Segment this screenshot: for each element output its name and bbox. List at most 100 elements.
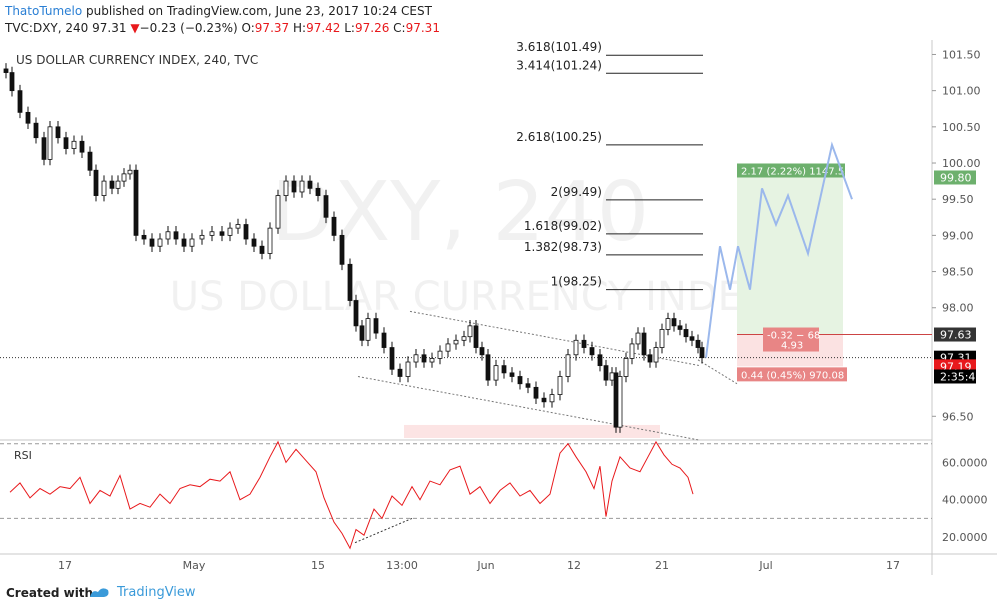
symbol-label: TVC:DXY, 240 — [5, 21, 89, 35]
last-price: 97.31 — [92, 21, 127, 35]
candle-body — [323, 195, 329, 218]
rsi-tick-label-0: 60.0000 — [942, 456, 988, 469]
candle-body — [429, 357, 435, 363]
high-value: 97.42 — [306, 21, 341, 35]
candle-body — [635, 332, 641, 345]
candle-body — [353, 300, 359, 327]
fib-label-3: 2(99.49) — [551, 185, 602, 199]
candle-body — [33, 122, 39, 139]
y-tick-label-5: 99.00 — [942, 229, 974, 242]
price-badge-0: 99.80 — [940, 171, 972, 184]
candle-body — [3, 68, 9, 73]
candle-body — [141, 234, 147, 240]
publish-line: ThatoTumelo published on TradingView.com… — [5, 4, 432, 18]
candle-body — [267, 227, 273, 254]
y-tick-label-8: 96.50 — [942, 410, 974, 423]
candle-body — [479, 347, 485, 356]
price-badge-bg — [934, 369, 976, 384]
candle-body — [617, 376, 623, 428]
fib-label-1: 3.414(101.24) — [516, 58, 602, 72]
support-zone — [404, 424, 660, 438]
candle-body — [397, 368, 403, 377]
candle-body — [437, 350, 443, 359]
watermark-name: US DOLLAR CURRENCY INDEX — [170, 274, 771, 320]
close-value: 97.31 — [405, 21, 440, 35]
chart-title: US DOLLAR CURRENCY INDEX, 240, TVC — [16, 53, 258, 67]
target-label-bg — [737, 163, 845, 178]
low-label: L: — [344, 21, 355, 35]
y-tick-label-4: 99.50 — [942, 193, 974, 206]
candle-body — [359, 325, 365, 341]
price-badge-1: 97.63 — [940, 329, 972, 342]
candle-body — [613, 372, 619, 428]
x-tick-label-1: May — [183, 559, 206, 572]
stop-label-bg — [763, 327, 819, 352]
candle-body — [421, 354, 427, 363]
stop-label-bottom: 4.93 — [781, 341, 803, 352]
fib-label-2: 2.618(100.25) — [516, 130, 602, 144]
price-badge-bg — [934, 327, 976, 342]
candle-body — [473, 325, 479, 348]
chart-footer: Created with TradingView — [0, 577, 997, 611]
candle-body — [47, 126, 53, 160]
candle-body — [25, 111, 31, 124]
publish-info: published on TradingView.com, June 23, 2… — [86, 4, 432, 18]
channel-lower — [357, 375, 701, 441]
candle-body — [509, 372, 515, 377]
candle-body — [445, 343, 451, 352]
candle-body — [405, 361, 411, 377]
candle-body — [647, 354, 653, 363]
author-link[interactable]: ThatoTumelo — [5, 4, 83, 18]
created-with-label: Created with — [6, 586, 94, 600]
candle-body — [597, 354, 603, 367]
candle-body — [671, 318, 677, 327]
low-value: 97.26 — [354, 21, 390, 35]
candle-body — [9, 72, 15, 92]
candle-body — [55, 126, 61, 139]
candle-body — [677, 325, 683, 330]
candle-body — [347, 263, 353, 301]
candle-body — [339, 234, 345, 265]
x-tick-label-0: 17 — [58, 559, 72, 572]
down-arrow-icon: ▼ — [130, 21, 140, 35]
candle-body — [121, 173, 127, 182]
candle-body — [525, 383, 531, 388]
candle-body — [501, 365, 507, 374]
x-tick-label-6: 21 — [655, 559, 669, 572]
candle-body — [485, 354, 491, 381]
y-tick-label-0: 101.50 — [942, 48, 981, 61]
stop-detail-label: 0.44 (0.45%) 970.08 — [741, 370, 844, 381]
candle-body — [517, 376, 523, 385]
candle-body — [541, 397, 547, 403]
candle-body — [549, 394, 555, 403]
candle-body — [307, 180, 313, 189]
candle-body — [71, 140, 77, 149]
candle-body — [581, 339, 587, 348]
fib-label-0: 3.618(101.49) — [516, 40, 602, 54]
y-tick-label-2: 100.50 — [942, 121, 981, 134]
candle-body — [101, 180, 107, 196]
candle-body — [299, 180, 305, 193]
open-value: 97.37 — [254, 21, 290, 35]
candle-body — [181, 238, 187, 247]
tradingview-brand[interactable]: TradingView — [117, 585, 196, 600]
candle-body — [609, 372, 615, 381]
price-badge-bg — [934, 170, 976, 185]
candle-body — [659, 329, 665, 348]
ohlc-line: TVC:DXY, 240 97.31 ▼−0.23 (−0.23%) O:97.… — [5, 21, 440, 35]
price-change: −0.23 (−0.23%) — [139, 21, 238, 35]
candle-body — [365, 318, 371, 341]
candle-body — [557, 376, 563, 395]
candle-body — [283, 180, 289, 196]
candle-body — [695, 339, 701, 348]
fib-label-5: 1.382(98.73) — [524, 240, 602, 254]
candle-body — [683, 329, 689, 338]
rsi-tick-label-2: 20.0000 — [942, 531, 988, 544]
x-tick-label-8: 17 — [886, 559, 900, 572]
candle-body — [149, 238, 155, 247]
y-tick-label-6: 98.50 — [942, 266, 974, 279]
candle-body — [227, 227, 233, 236]
channel-extension — [697, 359, 738, 385]
tradingview-logo-icon — [88, 584, 110, 600]
